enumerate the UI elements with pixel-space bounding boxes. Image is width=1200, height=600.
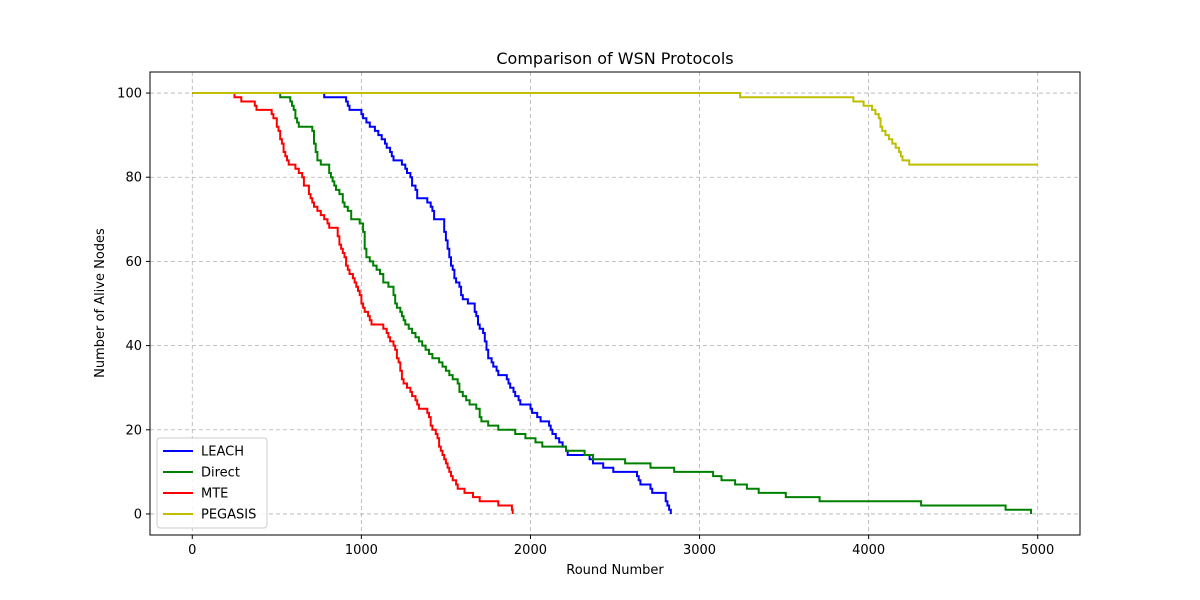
x-tick-label: 1000 — [345, 543, 378, 558]
y-tick-label: 100 — [117, 87, 142, 102]
y-tick-label: 20 — [125, 423, 142, 438]
legend: LEACH Direct MTE PEGASIS — [156, 437, 268, 529]
axis-ticks: 0 1000 2000 3000 4000 5000 0 20 40 60 80 100 — [117, 87, 1054, 558]
series-line-direct — [192, 92, 1032, 514]
y-tick-label: 0 — [134, 507, 142, 522]
x-tick-label: 4000 — [852, 543, 885, 558]
plot-area-frame — [149, 71, 1081, 536]
legend-box — [156, 437, 268, 529]
x-tick-label: 0 — [188, 543, 196, 558]
y-tick-label: 40 — [125, 339, 142, 354]
y-tick-label: 80 — [125, 171, 142, 186]
x-tick-label: 3000 — [683, 543, 716, 558]
x-tick-label: 5000 — [1021, 543, 1054, 558]
series-lines — [192, 92, 1038, 514]
series-line-pegasis — [192, 92, 1038, 166]
legend-label-direct: Direct — [201, 466, 240, 481]
legend-label-mte: MTE — [201, 487, 228, 502]
x-axis-label: Round Number — [566, 563, 664, 578]
legend-label-pegasis: PEGASIS — [201, 508, 256, 523]
y-axis-label: Number of Alive Nodes — [93, 228, 108, 378]
y-tick-label: 60 — [125, 255, 142, 270]
legend-label-leach: LEACH — [201, 445, 244, 460]
series-line-mte — [192, 92, 514, 514]
x-tick-label: 2000 — [514, 543, 547, 558]
chart-title: Comparison of WSN Protocols — [496, 49, 733, 68]
